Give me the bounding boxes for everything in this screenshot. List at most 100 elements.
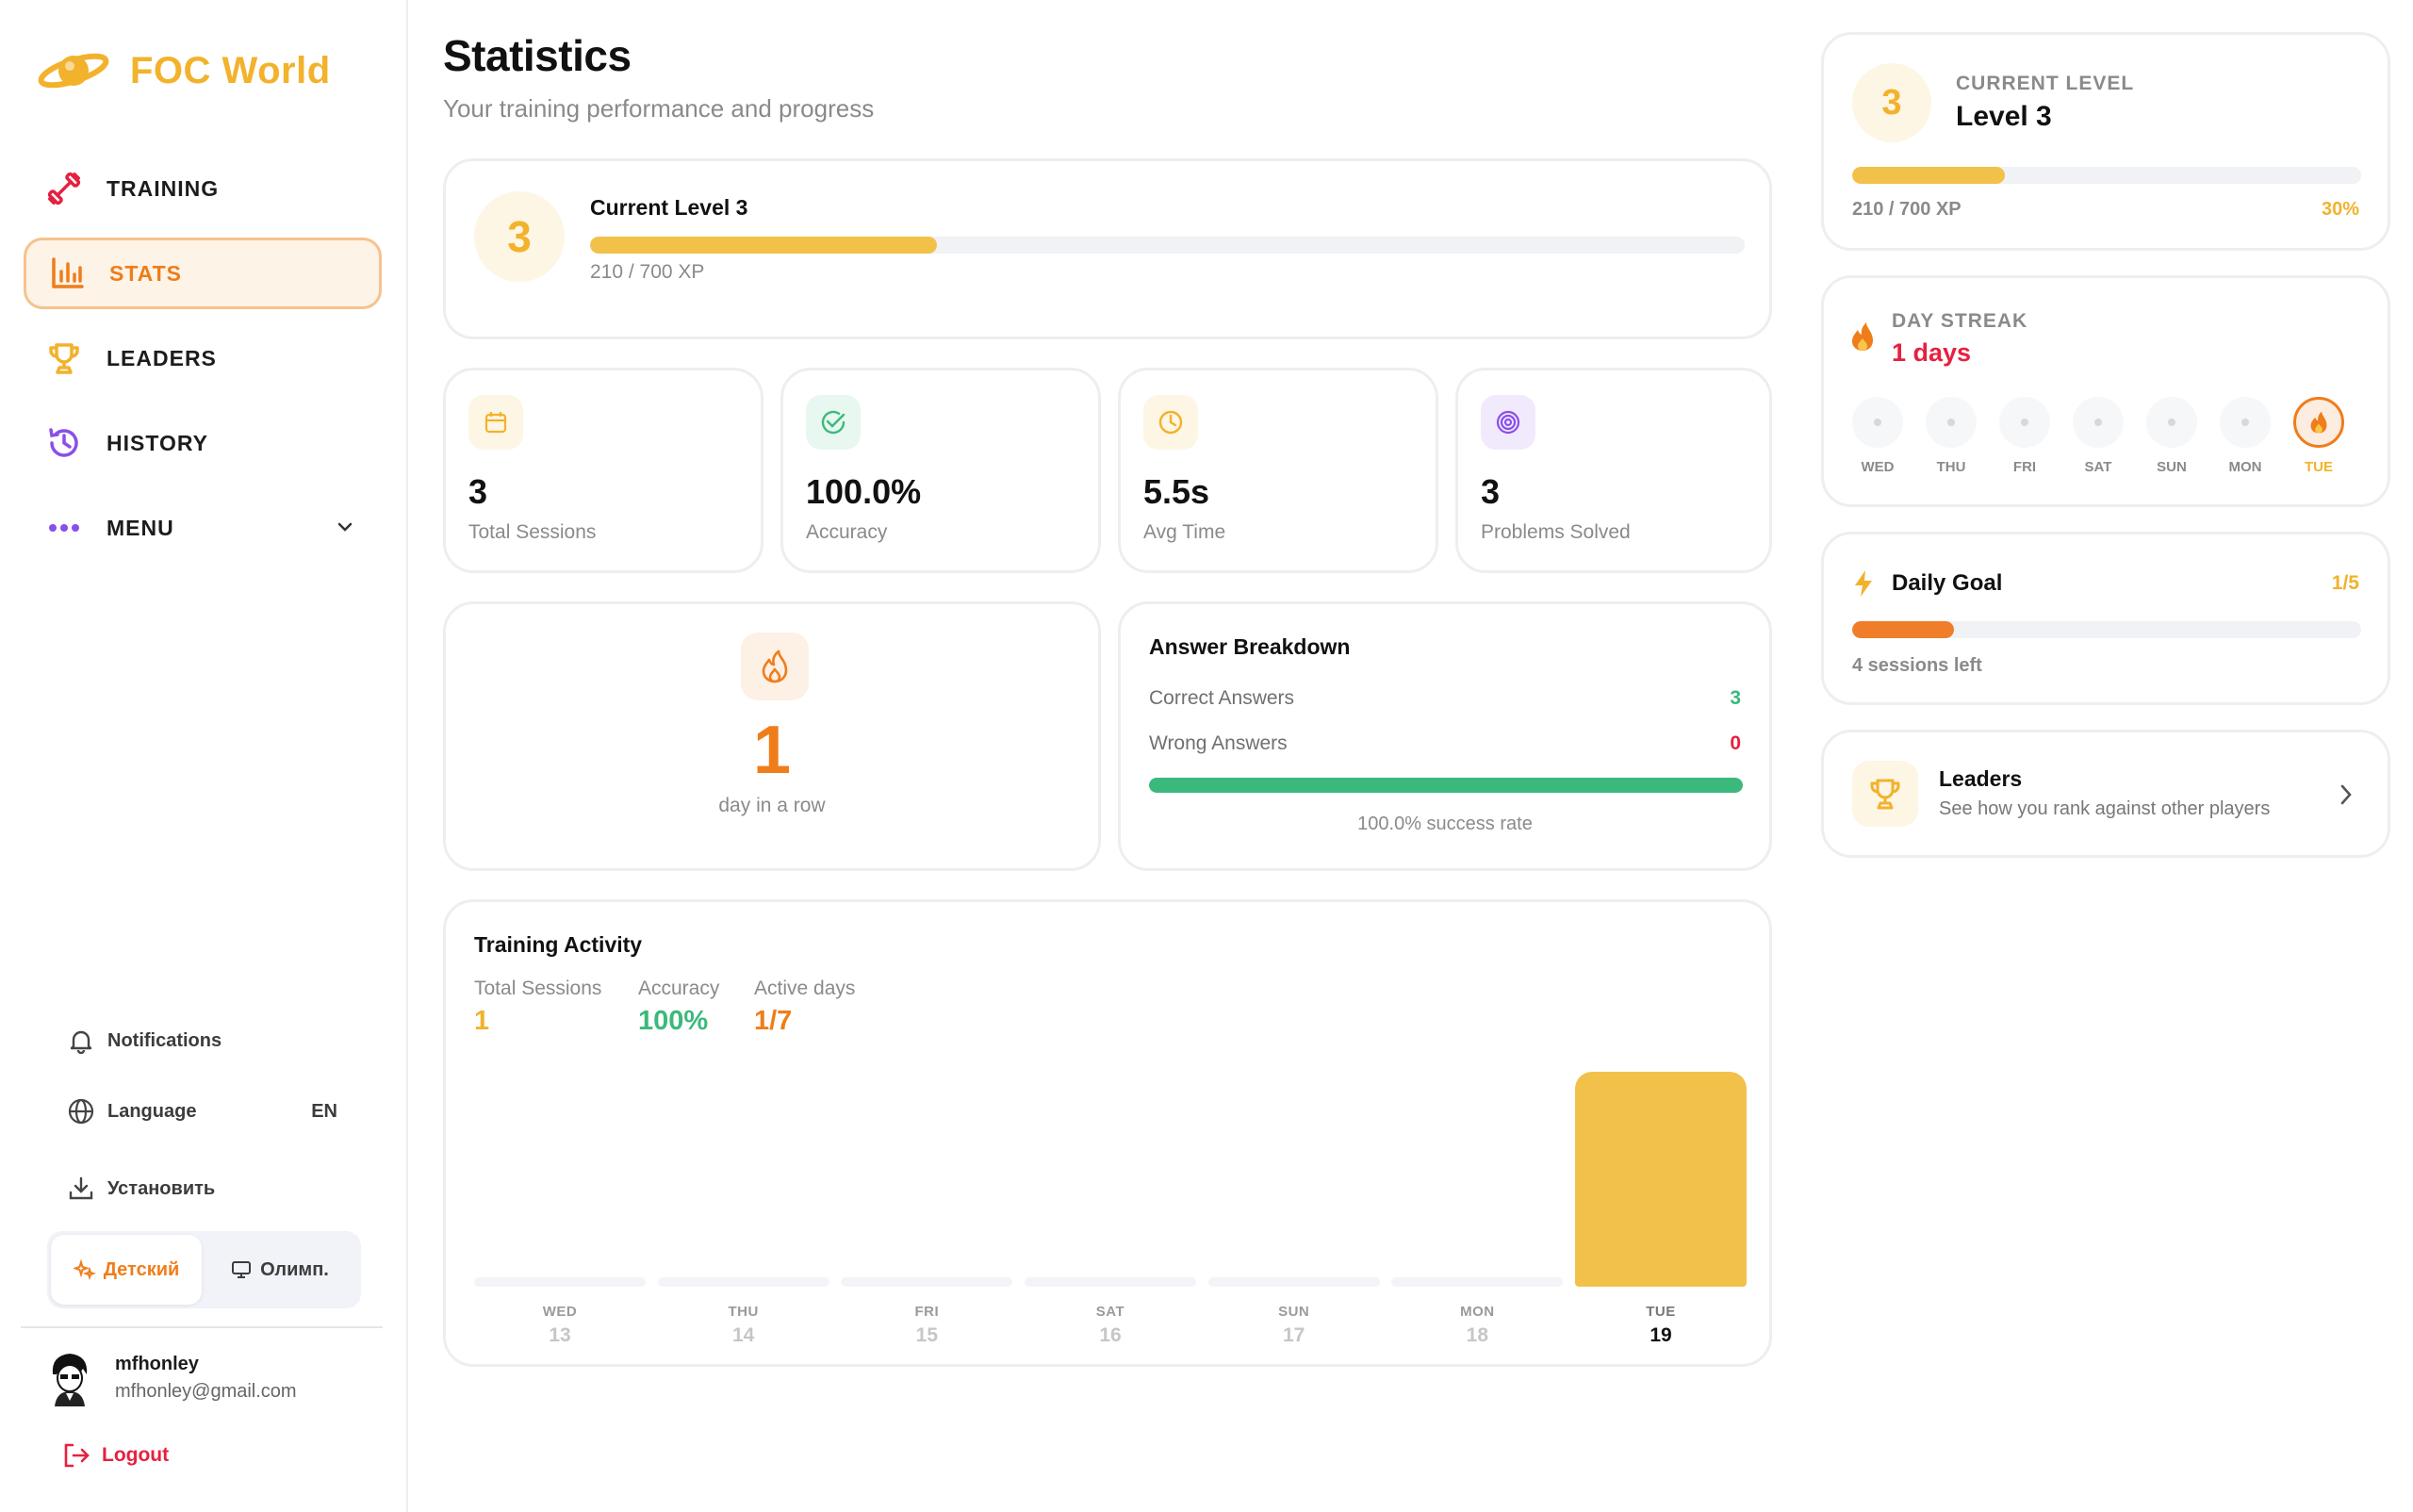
streak-day-dot [1999, 397, 2050, 448]
stat-label: Total Sessions [468, 521, 597, 543]
bell-icon [66, 1026, 96, 1056]
nav-stats[interactable]: STATS [24, 238, 382, 309]
daily-goal-title: Daily Goal [1892, 570, 2003, 596]
activity-bar-empty [657, 1277, 829, 1287]
streak-day-dot [1926, 397, 1977, 448]
streak-day-label: SUN [2157, 459, 2187, 475]
check-circle-icon [806, 395, 861, 450]
monitor-icon [232, 1261, 252, 1278]
summary-value: 1/7 [754, 1006, 793, 1036]
level-card: 3 Current Level 3 210 / 700 XP [443, 158, 1772, 339]
chart-date-label: 14 [731, 1324, 755, 1346]
chart-date-label: 16 [1099, 1324, 1122, 1346]
level-progress-fill [590, 237, 937, 254]
daily-goal-count: 1/5 [2331, 572, 2359, 594]
activity-bar-empty [1391, 1277, 1564, 1287]
sidebar: FOC World TRAINING STATS LEADERS HISTORY… [0, 0, 408, 1512]
app-name: FOC World [130, 49, 331, 91]
streak-day-label: FRI [2012, 459, 2037, 475]
nav-training-label: TRAINING [107, 175, 220, 201]
level-title: Current Level 3 [590, 195, 748, 220]
install-item[interactable]: Установить [66, 1170, 349, 1208]
history-icon [46, 425, 82, 461]
sidebar-divider [21, 1326, 383, 1328]
streak-day-label: THU [1936, 459, 1966, 475]
chart-date-label: 17 [1282, 1324, 1305, 1346]
install-label: Установить [107, 1177, 216, 1199]
correct-answers-value: 3 [1730, 687, 1741, 709]
activity-bar-empty [474, 1277, 646, 1287]
nav-leaders[interactable]: LEADERS [24, 322, 382, 394]
page-title: Statistics [443, 31, 632, 80]
user-name: mfhonley [115, 1354, 199, 1374]
nav-history-label: HISTORY [107, 430, 208, 455]
success-rate-bar [1149, 778, 1743, 793]
mode-switch: Детский Олимп. [47, 1231, 361, 1308]
nav-history[interactable]: HISTORY [24, 407, 382, 479]
stat-label: Avg Time [1143, 521, 1226, 543]
calendar-icon [468, 395, 523, 450]
sparkle-icon [73, 1258, 96, 1281]
more-dots-icon [46, 510, 82, 546]
chart-date-label: 15 [915, 1324, 938, 1346]
globe-icon [66, 1096, 96, 1126]
stat-card-problems-solved: 3 Problems Solved [1455, 368, 1772, 573]
stat-label: Accuracy [806, 521, 888, 543]
download-icon [66, 1174, 96, 1204]
trophy-icon [1852, 761, 1918, 827]
chart-date-label: 19 [1650, 1324, 1672, 1346]
summary-value: 1 [474, 1006, 490, 1036]
activity-bar [1575, 1072, 1747, 1287]
logout-button[interactable]: Logout [62, 1442, 169, 1469]
chart-day-label: TUE [1646, 1304, 1676, 1320]
chart-day-label: MON [1460, 1304, 1495, 1320]
logout-icon [64, 1443, 90, 1468]
bar-chart-icon [49, 255, 85, 291]
wrong-answers-value: 0 [1730, 732, 1741, 754]
nav-leaders-label: LEADERS [107, 345, 217, 370]
chart-date-label: 13 [549, 1324, 571, 1346]
clock-icon [1143, 395, 1198, 450]
day-streak-value: 1 days [1892, 338, 1972, 367]
chart-day-label: SAT [1095, 1304, 1125, 1320]
daily-goal-progress-bar [1852, 621, 2361, 638]
wrong-answers-label: Wrong Answers [1149, 732, 1288, 754]
app-logo[interactable]: FOC World [36, 43, 331, 98]
streak-day-dot [2220, 397, 2271, 448]
nav-menu[interactable]: MENU [24, 492, 382, 564]
user-profile[interactable]: mfhonley mfhonley@gmail.com [47, 1350, 297, 1406]
current-level-caption: CURRENT LEVEL [1956, 73, 2135, 94]
chart-day-label: FRI [914, 1304, 940, 1320]
streak-day-dot [1852, 397, 1903, 448]
stat-card-total-sessions: 3 Total Sessions [443, 368, 763, 573]
activity-bar-empty [841, 1277, 1013, 1287]
language-label: Language [107, 1100, 197, 1122]
leaders-link-card[interactable]: Leaders See how you rank against other p… [1821, 730, 2390, 858]
daily-goal-remaining: 4 sessions left [1852, 655, 1982, 676]
nav-training[interactable]: TRAINING [24, 153, 382, 224]
mode-olymp-label: Олимп. [260, 1258, 329, 1280]
streak-day-dot [2146, 397, 2197, 448]
notifications-label: Notifications [107, 1029, 222, 1051]
correct-answers-label: Correct Answers [1149, 687, 1295, 709]
language-item[interactable]: Language EN [66, 1093, 349, 1130]
mode-olymp-button[interactable]: Олимп. [202, 1235, 357, 1305]
streak-day-label: SAT [2084, 459, 2112, 475]
stat-card-avg-time: 5.5s Avg Time [1118, 368, 1438, 573]
mode-kids-label: Детский [103, 1258, 180, 1280]
nav-stats-label: STATS [109, 260, 182, 286]
logout-label: Logout [102, 1444, 170, 1466]
streak-day-label: WED [1861, 459, 1895, 475]
summary-value: 100% [638, 1006, 709, 1036]
language-value: EN [311, 1100, 337, 1122]
stat-label: Problems Solved [1481, 521, 1631, 543]
leaders-title: Leaders [1939, 766, 2023, 791]
summary-label: Active days [754, 978, 856, 999]
notifications-item[interactable]: Notifications [66, 1022, 349, 1060]
streak-value: 1 [752, 713, 792, 788]
chart-day-label: WED [542, 1304, 578, 1320]
chevron-down-icon [337, 522, 353, 532]
breakdown-title: Answer Breakdown [1149, 634, 1351, 659]
streak-day-dot [2293, 397, 2344, 448]
mode-kids-button[interactable]: Детский [51, 1235, 202, 1305]
